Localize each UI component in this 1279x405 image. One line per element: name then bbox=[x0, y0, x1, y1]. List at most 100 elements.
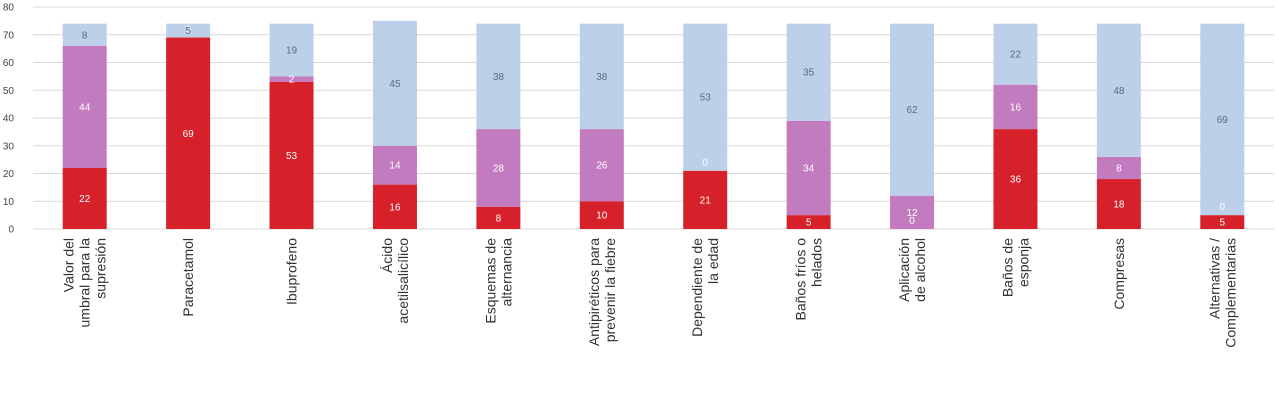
bar-segment bbox=[166, 23, 211, 38]
y-tick-label: 10 bbox=[3, 197, 15, 208]
bar-segment bbox=[579, 201, 624, 229]
x-tick-label-line: la edad bbox=[705, 238, 721, 284]
data-label: 0 bbox=[909, 216, 915, 227]
x-tick-label-line: Baños de bbox=[999, 238, 1015, 297]
x-tick-label-line: Esquemas de bbox=[482, 238, 498, 324]
data-label: 36 bbox=[1010, 175, 1022, 186]
data-label: 2 bbox=[289, 75, 295, 86]
data-label: 8 bbox=[82, 30, 88, 41]
data-label: 12 bbox=[906, 208, 918, 219]
bar-segment bbox=[372, 184, 417, 229]
data-label: 14 bbox=[389, 161, 401, 172]
bar-segment bbox=[1096, 23, 1141, 157]
data-label: 19 bbox=[286, 46, 298, 57]
y-tick-label: 70 bbox=[3, 30, 15, 41]
bar-segment bbox=[579, 23, 624, 130]
bar-segment bbox=[1096, 179, 1141, 229]
x-tick-label-line: esponja bbox=[1015, 238, 1031, 287]
bar-segment bbox=[476, 206, 521, 229]
bar-segment bbox=[62, 23, 107, 46]
data-label: 53 bbox=[700, 93, 712, 104]
y-axis: 0 10 20 30 40 50 60 70 80 bbox=[3, 3, 15, 236]
data-label: 69 bbox=[183, 129, 195, 140]
data-label: 5 bbox=[806, 218, 812, 229]
y-tick-label: 20 bbox=[3, 169, 15, 180]
x-tick-label-line: Valor del bbox=[61, 238, 77, 292]
data-label: 22 bbox=[1010, 50, 1022, 61]
data-label: 5 bbox=[1220, 218, 1226, 229]
bar-segment bbox=[993, 23, 1038, 85]
data-label: 53 bbox=[286, 151, 298, 162]
bar-segment bbox=[683, 23, 728, 171]
y-tick-label: 30 bbox=[3, 141, 15, 152]
data-label: 28 bbox=[493, 163, 505, 174]
data-label: 22 bbox=[79, 194, 91, 205]
x-tick-label: Paracetamol bbox=[180, 238, 196, 317]
x-tick-label-line: Ácido bbox=[379, 238, 395, 273]
x-tick-label-line: Baños fríos o bbox=[793, 238, 809, 321]
x-tick-label-line: Dependiente de bbox=[689, 238, 705, 337]
bar-segment bbox=[62, 167, 107, 229]
bar-segment bbox=[786, 215, 831, 229]
data-label: 16 bbox=[389, 202, 401, 213]
x-tick-label-line: helados bbox=[809, 238, 825, 287]
data-label: 8 bbox=[496, 213, 502, 224]
x-tick-label-line: Alternativas / bbox=[1206, 238, 1222, 319]
gridlines bbox=[33, 6, 1274, 230]
data-label: 44 bbox=[79, 102, 91, 113]
data-label: 0 bbox=[185, 25, 191, 36]
x-tick-label: Ibuprofeno bbox=[284, 238, 300, 305]
data-label: 10 bbox=[596, 211, 608, 222]
data-labels: 2244869055321916144582838102638210535343… bbox=[79, 25, 1228, 229]
data-label: 35 bbox=[803, 68, 815, 79]
y-tick-label: 80 bbox=[3, 3, 15, 14]
bars bbox=[62, 20, 1245, 230]
data-label: 5 bbox=[185, 26, 191, 37]
bar-segment bbox=[476, 129, 521, 207]
x-tick-label-line: umbral para la bbox=[77, 238, 93, 328]
data-label: 34 bbox=[803, 163, 815, 174]
bar-segment bbox=[476, 23, 521, 130]
x-tick-label-line: de alcohol bbox=[912, 238, 928, 302]
x-tick-label-line: Aplicación bbox=[896, 238, 912, 302]
data-label: 69 bbox=[1217, 115, 1229, 126]
x-tick-label: Baños fríos ohelados bbox=[793, 238, 825, 321]
x-tick-label: Antipiréticos paraprevenir la fiebre bbox=[586, 238, 618, 346]
x-tick-label: Esquemas dealternancia bbox=[482, 238, 514, 324]
x-tick-label: Dependiente dela edad bbox=[689, 238, 721, 337]
x-tick-label: Baños deesponja bbox=[999, 238, 1031, 297]
y-tick-label: 0 bbox=[8, 225, 14, 236]
data-label: 26 bbox=[596, 161, 608, 172]
x-tick-label-line: Paracetamol bbox=[180, 238, 196, 317]
bar-segment bbox=[62, 45, 107, 168]
data-label: 21 bbox=[700, 195, 712, 206]
bar-segment bbox=[683, 170, 728, 229]
x-tick-label: Valor delumbral para lasupresión bbox=[61, 238, 109, 328]
data-label: 38 bbox=[493, 72, 505, 83]
bar-segment bbox=[1200, 23, 1245, 216]
data-label: 38 bbox=[596, 72, 608, 83]
bar-segment bbox=[372, 145, 417, 185]
bar-segment bbox=[1200, 215, 1245, 229]
data-label: 45 bbox=[389, 79, 401, 90]
bar-segment bbox=[269, 76, 314, 82]
bar-segment bbox=[269, 81, 314, 229]
data-label: 62 bbox=[906, 105, 918, 116]
bar-segment bbox=[1096, 156, 1141, 180]
x-tick-label-line: Ibuprofeno bbox=[284, 238, 300, 305]
x-axis: Valor delumbral para lasupresión Paraceta… bbox=[61, 238, 1239, 348]
bar-segment bbox=[890, 23, 935, 196]
x-tick-label: Ácidoacetilsalicílico bbox=[379, 238, 411, 324]
data-label: 18 bbox=[1113, 200, 1125, 211]
x-tick-label: Aplicaciónde alcohol bbox=[896, 238, 928, 302]
x-tick-label-line: prevenir la fiebre bbox=[602, 238, 618, 342]
y-tick-label: 40 bbox=[3, 114, 15, 125]
x-tick-label-line: Antipiréticos para bbox=[586, 238, 602, 346]
bar-segment bbox=[993, 84, 1038, 130]
y-tick-label: 60 bbox=[3, 58, 15, 69]
data-label: 16 bbox=[1010, 102, 1022, 113]
bar-segment bbox=[786, 120, 831, 216]
data-label: 0 bbox=[702, 158, 708, 169]
bar-segment bbox=[269, 23, 314, 77]
